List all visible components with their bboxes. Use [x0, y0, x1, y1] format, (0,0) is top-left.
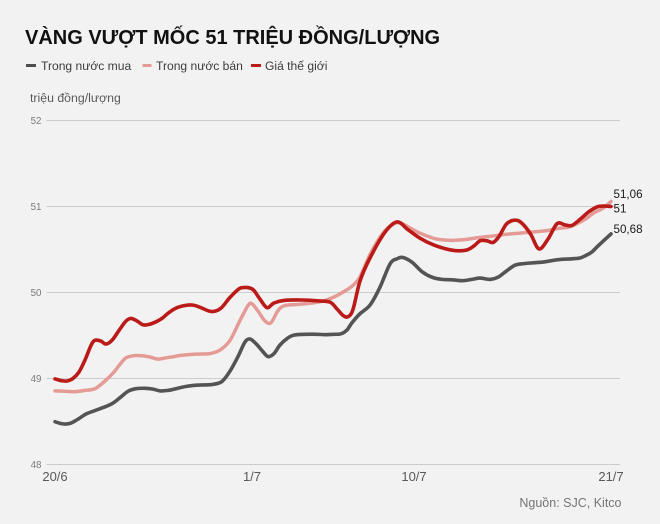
svg-text:Nguồn: SJC, Kitco: Nguồn: SJC, Kitco: [519, 496, 621, 510]
svg-text:51: 51: [31, 202, 42, 213]
svg-text:50: 50: [31, 288, 42, 299]
svg-text:Trong nước bán: Trong nước bán: [156, 59, 243, 73]
svg-text:50,68: 50,68: [614, 223, 643, 236]
svg-text:51,06: 51,06: [614, 188, 643, 201]
svg-text:48: 48: [31, 460, 42, 471]
svg-text:21/7: 21/7: [598, 469, 623, 484]
svg-text:20/6: 20/6: [42, 469, 67, 484]
svg-text:Giá thế giới: Giá thế giới: [265, 59, 327, 73]
svg-text:Trong nước mua: Trong nước mua: [41, 59, 131, 73]
svg-text:49: 49: [31, 374, 42, 385]
svg-text:52: 52: [31, 116, 42, 127]
svg-text:10/7: 10/7: [401, 469, 426, 484]
svg-text:triệu đồng/lượng: triệu đồng/lượng: [30, 91, 121, 105]
svg-text:51: 51: [614, 202, 627, 215]
svg-text:1/7: 1/7: [243, 469, 261, 484]
svg-text:VÀNG VƯỢT MỐC 51 TRIỆU ĐỒNG/LƯ: VÀNG VƯỢT MỐC 51 TRIỆU ĐỒNG/LƯỢNG: [25, 25, 440, 49]
